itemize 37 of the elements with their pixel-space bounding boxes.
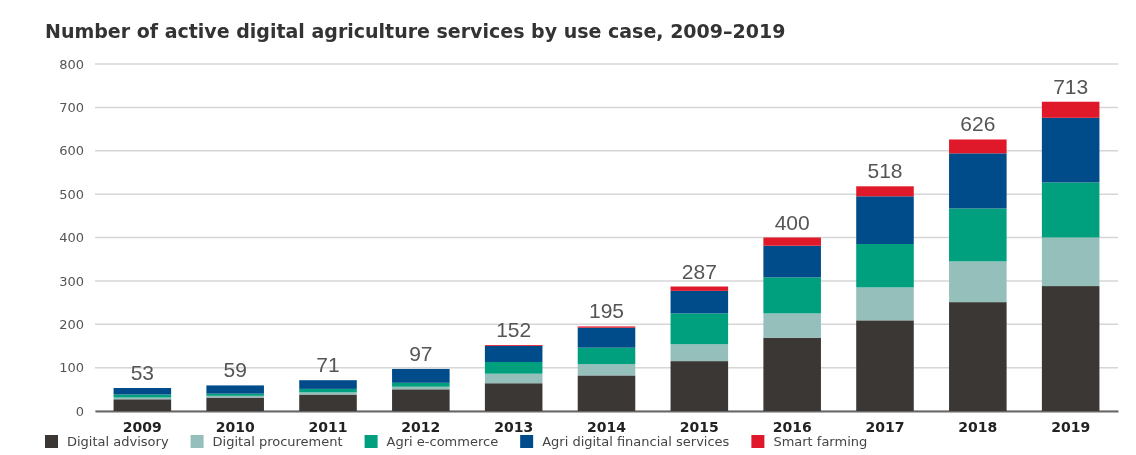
legend-label: Digital advisory bbox=[67, 434, 169, 449]
y-tick-label: 700 bbox=[59, 100, 84, 116]
total-label: 71 bbox=[316, 353, 340, 377]
total-label: 59 bbox=[223, 358, 247, 382]
legend-label: Digital procurement bbox=[212, 434, 343, 449]
x-tick-label: 2016 bbox=[772, 419, 812, 436]
y-tick-label: 600 bbox=[59, 143, 84, 159]
y-tick-label: 300 bbox=[59, 273, 84, 289]
total-label: 626 bbox=[960, 112, 996, 136]
legend-label: Agri e-commerce bbox=[386, 434, 499, 449]
x-tick-label: 2011 bbox=[308, 419, 348, 436]
total-label: 400 bbox=[774, 210, 810, 234]
x-tick-label: 2010 bbox=[215, 419, 255, 436]
total-label: 97 bbox=[409, 341, 433, 365]
y-tick-label: 500 bbox=[59, 186, 84, 202]
x-tick-label: 2014 bbox=[587, 419, 627, 436]
y-tick-label: 100 bbox=[59, 360, 84, 376]
y-tick-label: 200 bbox=[59, 316, 84, 332]
y-tick-label: 800 bbox=[59, 56, 84, 72]
total-label: 53 bbox=[130, 361, 155, 385]
y-tick-label: 0 bbox=[75, 403, 84, 419]
legend-label: Agri digital financial services bbox=[542, 434, 730, 449]
x-tick-label: 2019 bbox=[1051, 419, 1091, 436]
y-tick-label: 400 bbox=[59, 230, 84, 246]
x-tick-label: 2012 bbox=[401, 419, 441, 436]
x-tick-label: 2017 bbox=[865, 419, 905, 436]
x-tick-label: 2009 bbox=[122, 419, 162, 436]
total-label: 152 bbox=[496, 318, 532, 342]
total-label: 713 bbox=[1053, 74, 1089, 98]
total-label: 518 bbox=[867, 159, 903, 183]
legend-label: Smart farming bbox=[773, 434, 868, 449]
total-label: 287 bbox=[681, 259, 717, 283]
x-tick-label: 2013 bbox=[494, 419, 534, 436]
total-label: 195 bbox=[588, 299, 625, 323]
x-tick-label: 2018 bbox=[958, 419, 998, 436]
chart-title: Number of active digital agriculture services by use case, 2009–2019 bbox=[45, 20, 786, 42]
x-tick-label: 2015 bbox=[679, 419, 719, 436]
